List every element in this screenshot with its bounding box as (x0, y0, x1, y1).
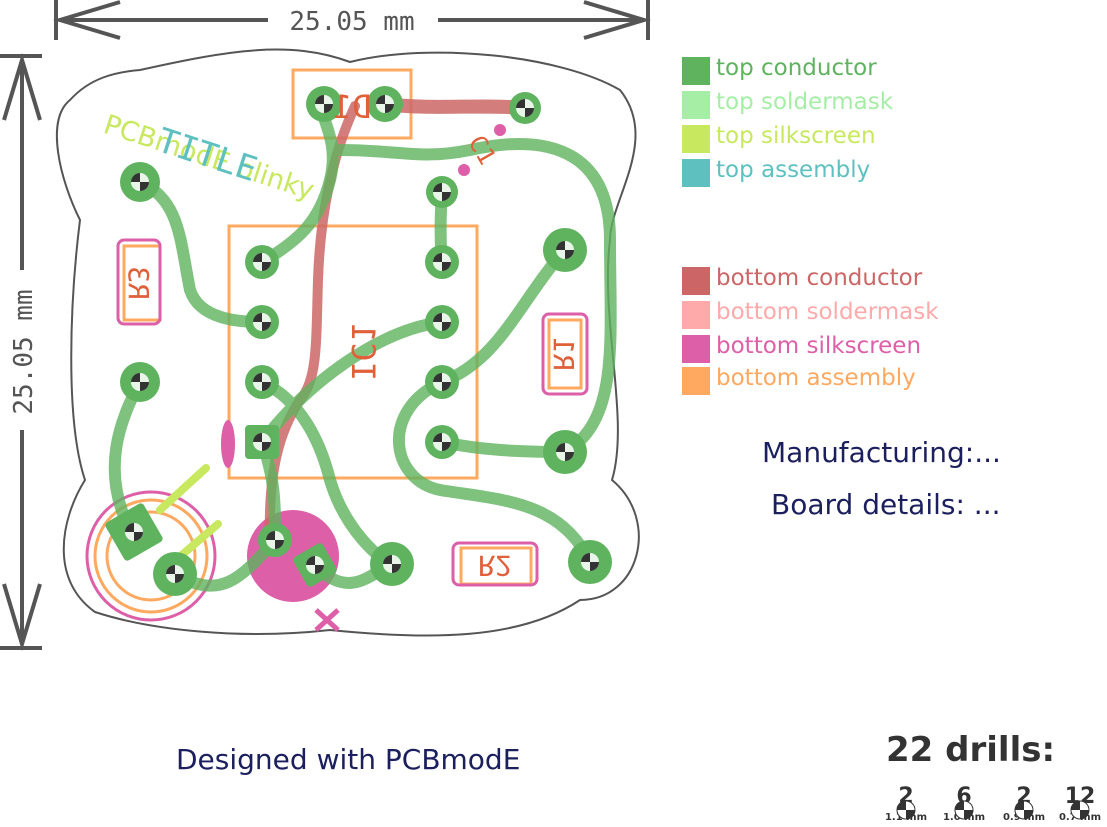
legend-label: bottom soldermask (716, 299, 939, 325)
width-dimension-label: 25.05 mm (289, 7, 414, 37)
designed-with-footer: Designed with PCBmodE (176, 743, 521, 776)
bottom-silk-mark (221, 420, 235, 468)
drill-count: 12 (1064, 784, 1096, 809)
drill-icon (954, 800, 974, 820)
legend-label: top silkscreen (716, 123, 876, 149)
swatch-top-soldermask (682, 91, 710, 119)
drills-title: 22 drills: (886, 730, 1056, 770)
board-outline (56, 48, 640, 637)
legend-label: top soldermask (716, 89, 894, 115)
bottom-silkscreen (85, 238, 589, 632)
legend-label: bottom silkscreen (716, 333, 922, 359)
drill-item: 2 0.9 mm (996, 786, 1052, 824)
swatch-bottom-assembly (682, 367, 710, 395)
r3-label: R3 (122, 266, 155, 300)
swatch-bottom-silkscreen (682, 335, 710, 363)
r1-label: R1 (547, 337, 580, 371)
r2-label: R2 (478, 549, 512, 582)
top-traces (108, 98, 617, 592)
swatch-top-assembly (682, 159, 710, 187)
bottom-trace (378, 97, 532, 115)
drill-icon (1014, 800, 1034, 820)
bottom-silk-dot (494, 124, 506, 136)
drill-icon (896, 800, 916, 820)
d1-label: D1 (333, 88, 372, 126)
swatch-bottom-soldermask (682, 301, 710, 329)
swatch-top-conductor (682, 57, 710, 85)
width-dimension (53, 0, 651, 40)
ic1-label: IC1 (344, 323, 382, 381)
legend-label: bottom conductor (716, 265, 923, 291)
drill-icon (1070, 800, 1090, 820)
manufacturing-info: Manufacturing:... (762, 436, 1001, 469)
legend-label: bottom assembly (716, 365, 916, 391)
board-details-info: Board details: ... (771, 488, 1001, 521)
height-dimension (0, 53, 42, 651)
legend-label: top assembly (716, 157, 871, 183)
swatch-bottom-conductor (682, 267, 710, 295)
drill-item: 12 0.7 mm (1052, 786, 1107, 824)
drill-item: 2 1.1 mm (878, 786, 934, 824)
height-dimension-label: 25.05 mm (9, 289, 39, 414)
legend-label: top conductor (716, 55, 877, 81)
swatch-top-silkscreen (682, 125, 710, 153)
bottom-silk-dot (458, 164, 470, 176)
drill-item: 6 1.0 mm (936, 786, 992, 824)
